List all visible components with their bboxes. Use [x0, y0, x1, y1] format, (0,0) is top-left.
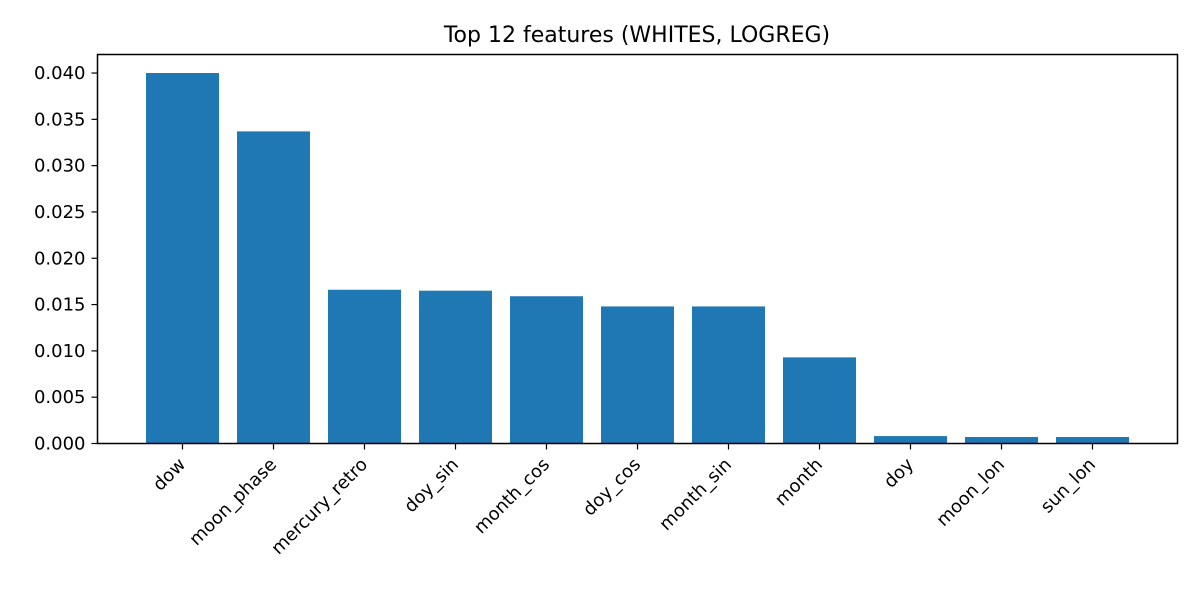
bar-moon-lon [965, 437, 1038, 444]
x-tick-label: mercury_retro [267, 454, 372, 559]
bar-doy [874, 436, 947, 444]
bar-month-sin [692, 306, 765, 444]
x-tick-label: doy [880, 454, 918, 492]
x-tick-label: moon_lon [932, 454, 1009, 531]
y-tick-label: 0.030 [34, 156, 86, 177]
x-tick-label: doy_cos [579, 454, 645, 520]
x-tick-label: sun_lon [1037, 454, 1100, 517]
x-tick-label: month [771, 454, 827, 510]
y-tick-label: 0.040 [34, 63, 86, 84]
bar-sun-lon [1056, 437, 1129, 444]
bar-mercury-retro [328, 289, 401, 444]
y-tick-label: 0.035 [34, 109, 86, 130]
y-tick-label: 0.025 [34, 202, 86, 223]
bar-moon-phase [237, 131, 310, 444]
bar-doy-sin [419, 290, 492, 444]
y-tick-label: 0.010 [34, 341, 86, 362]
y-tick-label: 0.020 [34, 248, 86, 269]
y-tick-label: 0.005 [34, 387, 86, 408]
bars [146, 73, 1129, 444]
bar-month-cos [510, 296, 583, 444]
bar-doy-cos [601, 306, 674, 444]
x-tick-label: doy_sin [400, 454, 463, 517]
y-tick-label: 0.015 [34, 295, 86, 316]
y-tick-label: 0.000 [34, 434, 86, 455]
x-tick-label: month_cos [470, 454, 554, 538]
y-axis: 0.000 0.005 0.010 0.015 0.020 0.025 0.030 0.035… [34, 63, 98, 455]
bar-month [783, 357, 856, 444]
x-tick-label: month_sin [655, 454, 736, 535]
plot-frame [96, 53, 1179, 445]
chart-title: Top 12 features (WHITES, LOGREG) [443, 23, 830, 48]
x-tick-label: dow [149, 454, 190, 495]
bar-dow [146, 73, 219, 444]
x-tick-label: moon_phase [185, 454, 281, 550]
